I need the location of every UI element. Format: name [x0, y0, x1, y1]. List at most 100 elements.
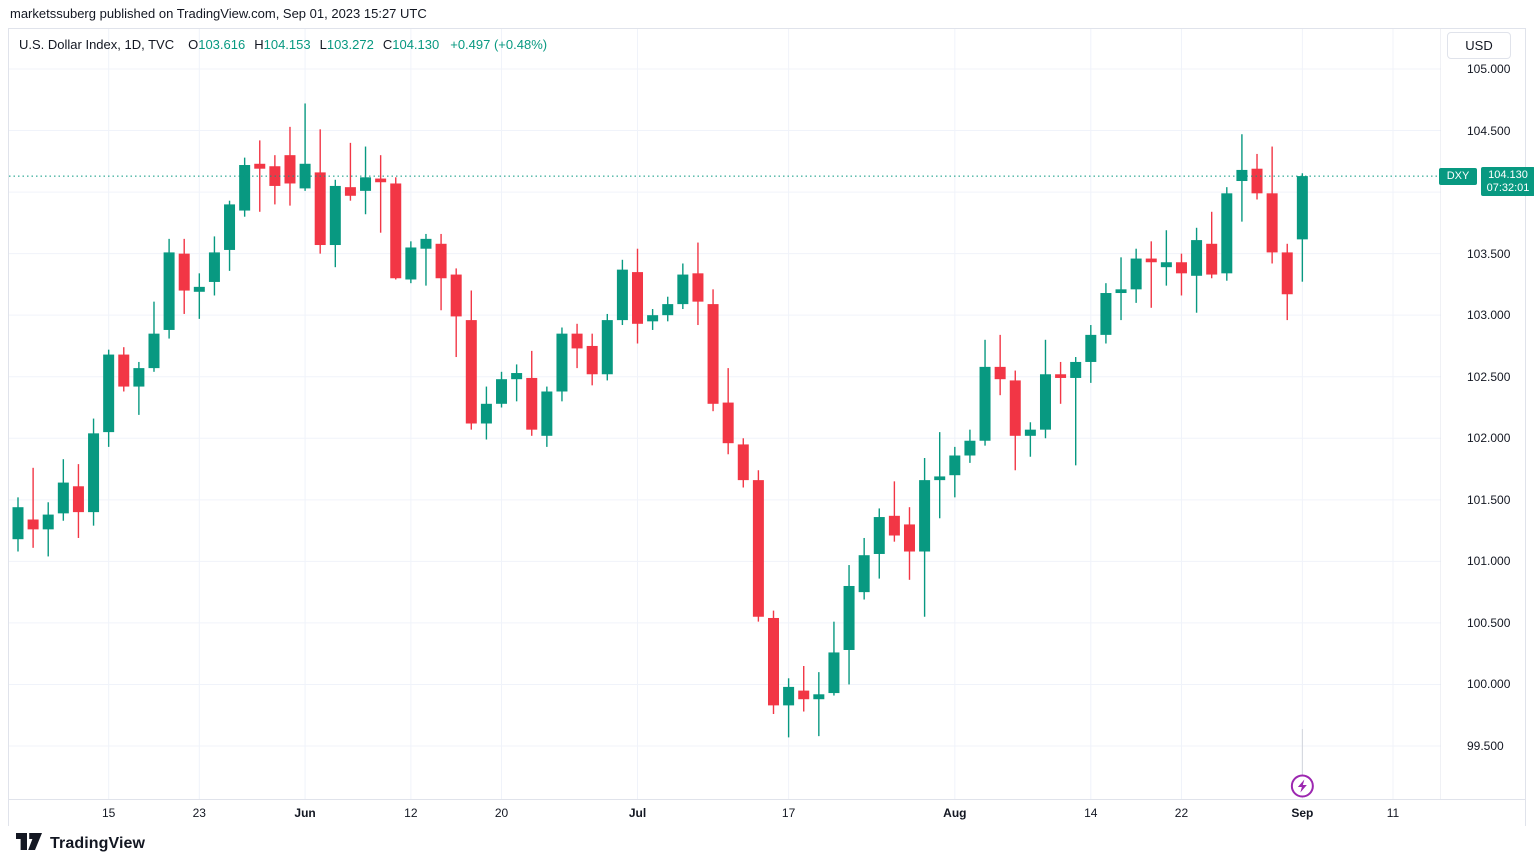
candlestick-plot[interactable]: [9, 29, 1523, 799]
candle: [1130, 258, 1142, 290]
candle: [737, 444, 749, 481]
candle: [662, 304, 674, 316]
symbol-price-tag: DXY: [1439, 167, 1477, 185]
price-axis-label: 100.000: [1467, 677, 1511, 692]
candle: [239, 165, 251, 211]
candle: [163, 252, 175, 330]
candle: [405, 247, 417, 280]
price-axis-label: 100.500: [1467, 615, 1511, 630]
candle: [828, 652, 840, 694]
candle: [1175, 262, 1187, 274]
price-axis-label: 103.000: [1467, 308, 1511, 323]
price-axis-label: 104.500: [1467, 123, 1511, 138]
candle: [1055, 374, 1067, 378]
candle: [677, 274, 689, 305]
price-axis-label: 102.500: [1467, 369, 1511, 384]
price-axis-label: 101.000: [1467, 554, 1511, 569]
time-axis-label: Jun: [294, 806, 316, 820]
candle: [420, 238, 432, 249]
candle: [964, 440, 976, 456]
candle: [511, 373, 523, 380]
candle: [556, 333, 568, 392]
candle: [1236, 169, 1248, 182]
candle: [1024, 429, 1036, 436]
candle: [707, 304, 719, 404]
candle: [299, 163, 311, 189]
time-axis-label: 11: [1386, 806, 1400, 820]
candle: [858, 555, 870, 593]
ohlc-low: L103.272: [319, 37, 374, 52]
candle: [1100, 293, 1112, 335]
last-price-value: 104.130: [1488, 168, 1528, 181]
candle: [903, 524, 915, 552]
bar-countdown: 07:32:01: [1486, 181, 1530, 194]
candle: [888, 515, 900, 536]
price-axis-label: 99.500: [1467, 738, 1504, 753]
candle: [42, 514, 54, 530]
candle: [465, 320, 477, 424]
candle: [208, 252, 220, 282]
candle: [284, 155, 296, 184]
candle: [1221, 193, 1233, 274]
price-axis-label: 101.500: [1467, 492, 1511, 507]
candle: [586, 345, 598, 375]
candle: [783, 686, 795, 706]
price-axis-label: 102.000: [1467, 431, 1511, 446]
footer-bar: TradingView: [0, 826, 1534, 862]
candle: [919, 480, 931, 552]
symbol-title: U.S. Dollar Index, 1D, TVC: [19, 37, 175, 52]
candle: [813, 694, 825, 700]
candle: [103, 354, 115, 433]
candle: [616, 269, 628, 321]
candle: [27, 519, 39, 530]
candle: [843, 585, 855, 650]
price-scale[interactable]: 105.000 104.500 103.500 103.000 102.500 102.0…: [1441, 29, 1525, 799]
time-axis-label: 20: [494, 806, 509, 820]
candle: [329, 185, 341, 246]
candle: [1281, 252, 1293, 295]
candle: [1266, 193, 1278, 253]
candle: [1296, 176, 1308, 240]
candle: [571, 333, 583, 349]
candle: [435, 243, 447, 279]
candle: [1145, 258, 1157, 263]
candle: [768, 617, 779, 706]
candle: [148, 333, 160, 369]
candle: [647, 315, 659, 322]
candle: [1251, 168, 1263, 194]
candle: [752, 480, 764, 617]
candle: [722, 402, 734, 444]
candle: [873, 517, 885, 554]
time-axis-label: 12: [404, 806, 418, 820]
candle: [390, 183, 402, 279]
candle: [601, 320, 613, 375]
candle: [224, 204, 236, 250]
tradingview-logo[interactable]: TradingView: [16, 833, 145, 855]
candle: [1085, 334, 1097, 362]
candle: [1039, 374, 1051, 430]
time-axis-label: 17: [781, 806, 796, 820]
time-axis-label: 23: [192, 806, 206, 820]
time-axis-label: Sep: [1291, 806, 1314, 820]
time-scale[interactable]: 15 23 Jun 12 20 Jul 17 Aug 14 22 Sep 11: [9, 799, 1525, 826]
candle: [1009, 380, 1021, 436]
candle: [118, 354, 130, 387]
candle: [949, 455, 961, 476]
time-axis-label: Aug: [943, 806, 967, 820]
candle: [526, 377, 538, 430]
candle: [12, 507, 24, 540]
candle: [1206, 243, 1218, 275]
candle: [934, 476, 946, 481]
candle: [1191, 240, 1203, 276]
chart-frame: U.S. Dollar Index, 1D, TVC O103.616 H104.1…: [8, 28, 1534, 826]
candle: [1160, 262, 1172, 268]
time-axis-label: 15: [101, 806, 116, 820]
price-axis-label: 103.500: [1467, 246, 1511, 261]
attribution-text: marketssuberg published on TradingView.c…: [10, 6, 427, 21]
ohlc-close: C104.130: [382, 37, 440, 52]
candle: [254, 163, 266, 169]
currency-toggle-button[interactable]: USD: [1447, 32, 1511, 59]
candle: [692, 273, 704, 302]
time-axis-label: Jul: [628, 806, 647, 820]
